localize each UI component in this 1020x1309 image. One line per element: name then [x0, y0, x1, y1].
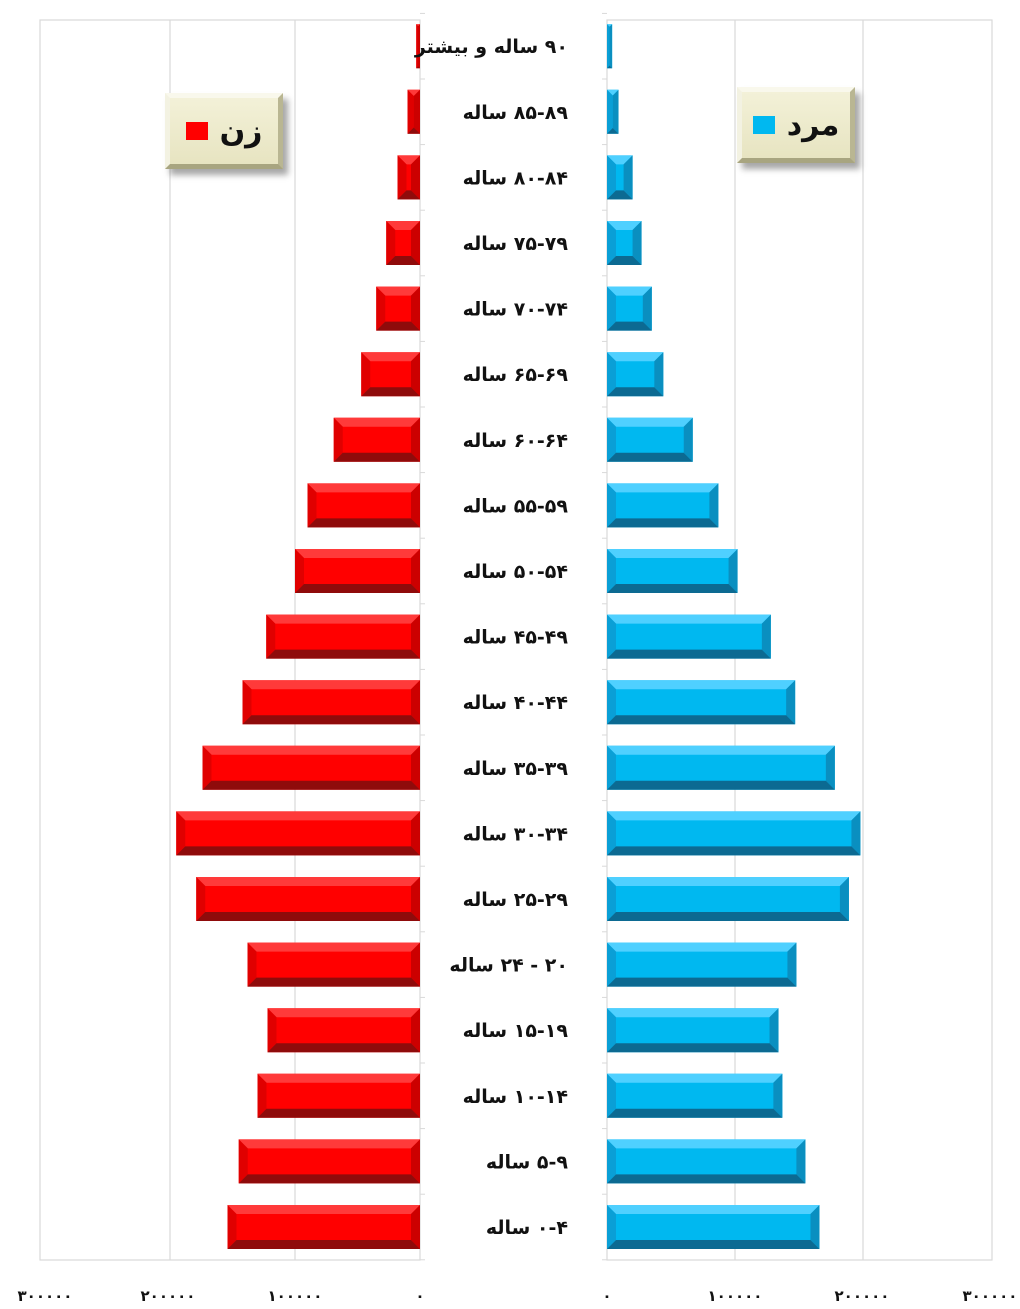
female-bar	[227, 1205, 420, 1249]
age-group-label: ۷۵-۷۹ ساله	[463, 233, 569, 255]
male-bar	[607, 352, 664, 397]
male-bar	[607, 286, 652, 331]
male-bar	[607, 549, 738, 593]
male-bar	[607, 1008, 779, 1053]
age-group-label: ۵۰-۵۴ ساله	[463, 561, 568, 583]
female-x-tick-label: ۲۰۰۰۰۰	[141, 1287, 196, 1305]
female-bar	[238, 1139, 420, 1184]
male-bar	[607, 811, 861, 856]
male-x-tick-label: ۲۰۰۰۰۰	[835, 1287, 890, 1305]
female-bar	[242, 680, 420, 725]
female-bar	[307, 483, 420, 528]
female-bar	[361, 352, 420, 397]
age-group-label: ۰-۴ ساله	[486, 1217, 568, 1239]
legend-male-label: مرد	[786, 107, 840, 143]
age-group-label: ۳۵-۳۹ ساله	[463, 758, 569, 780]
female-bar	[257, 1073, 420, 1118]
age-group-label: ۷۰-۷۴ ساله	[463, 299, 568, 321]
female-bar	[407, 89, 420, 134]
female-bar	[397, 155, 420, 200]
age-group-label: ۴۰-۴۴ ساله	[463, 692, 568, 714]
age-group-label: ۲۵-۲۹ ساله	[463, 889, 569, 911]
male-bar	[607, 942, 797, 987]
male-bar	[607, 1139, 806, 1184]
male-bar	[607, 24, 613, 69]
male-bar	[607, 745, 835, 790]
legend-male-swatch	[752, 116, 775, 134]
male-bar	[607, 1073, 783, 1118]
age-group-label: ۲۰ - ۲۴ ساله	[449, 955, 568, 977]
female-x-tick-label: ۳۰۰۰۰۰	[18, 1287, 73, 1305]
male-bar	[607, 417, 693, 462]
legend-female-label: زن	[219, 113, 263, 149]
age-group-label: ۹۰ ساله و بیشتر	[414, 36, 568, 58]
male-bar	[607, 877, 849, 921]
male-bar	[607, 680, 796, 725]
age-group-label: ۶۰-۶۴ ساله	[463, 430, 568, 452]
male-bar	[607, 1205, 820, 1249]
age-group-label: ۵-۹ ساله	[486, 1151, 569, 1173]
age-group-label: ۱۵-۱۹ ساله	[463, 1020, 569, 1042]
age-group-label: ۳۰-۳۴ ساله	[463, 823, 568, 845]
male-x-tick-label: ۰	[602, 1287, 611, 1305]
male-bar	[607, 614, 771, 659]
age-group-label: ۱۰-۱۴ ساله	[463, 1086, 568, 1108]
female-bar	[202, 745, 420, 790]
female-bar	[376, 286, 420, 331]
female-bar	[266, 614, 420, 659]
age-group-label: ۸۰-۸۴ ساله	[463, 167, 568, 189]
male-bar	[607, 89, 619, 134]
female-bar	[386, 221, 420, 265]
age-group-label: ۶۵-۶۹ ساله	[463, 364, 569, 386]
male-bar	[607, 221, 642, 265]
female-bar	[196, 877, 420, 921]
female-bar	[416, 24, 420, 69]
female-bar	[333, 417, 420, 462]
female-x-tick-label: ۱۰۰۰۰۰	[268, 1287, 323, 1305]
female-bar	[247, 942, 420, 987]
male-bar	[607, 155, 633, 200]
age-group-label: ۵۵-۵۹ ساله	[463, 495, 569, 517]
female-bar	[267, 1008, 420, 1053]
female-bar	[176, 811, 420, 856]
male-bar	[607, 483, 719, 528]
age-group-label: ۴۵-۴۹ ساله	[463, 627, 569, 649]
legend-male: مرد	[737, 87, 855, 163]
age-group-label: ۸۵-۸۹ ساله	[463, 102, 569, 124]
male-x-tick-label: ۳۰۰۰۰۰	[963, 1287, 1018, 1305]
male-x-tick-label: ۱۰۰۰۰۰	[708, 1287, 763, 1305]
legend-female: زن	[165, 93, 283, 169]
legend-female-swatch	[185, 122, 208, 140]
female-bar	[295, 549, 420, 593]
female-x-tick-label: ۰	[415, 1287, 424, 1305]
